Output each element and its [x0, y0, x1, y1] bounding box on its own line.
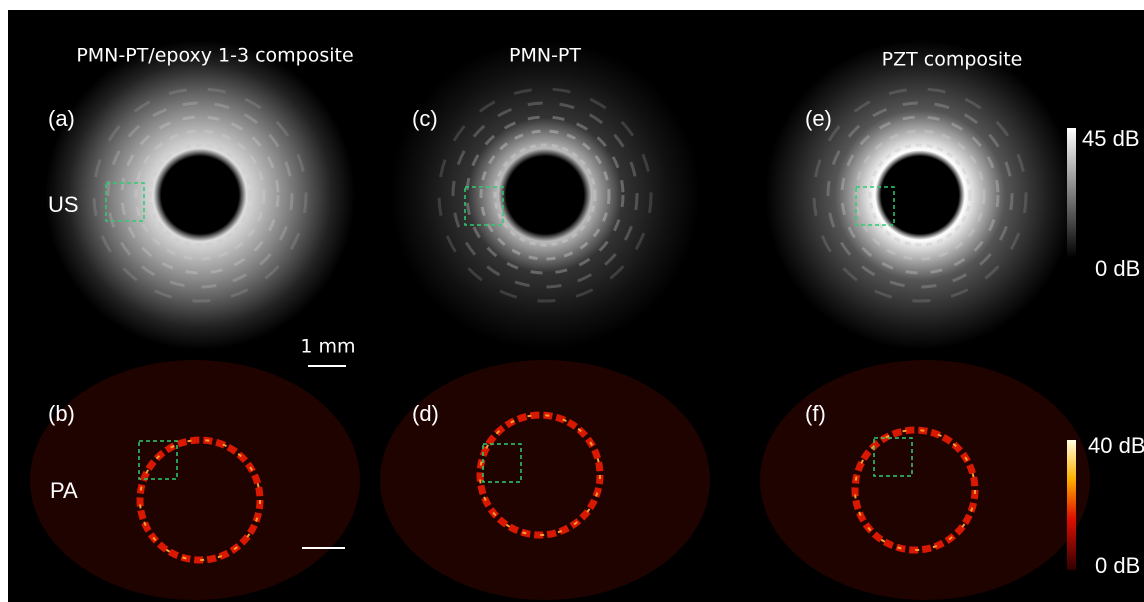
colorbar-min: 0 dB — [1095, 256, 1140, 281]
panel-label: (d) — [412, 401, 439, 426]
column-title: PMN-PT/epoxy 1-3 composite — [76, 45, 353, 67]
panel-label: (e) — [805, 106, 832, 131]
column-title: PZT composite — [882, 49, 1023, 71]
lumen — [507, 157, 583, 233]
scale-bar-label: 1 mm — [300, 336, 355, 358]
colorbar-max: 45 dB — [1082, 126, 1140, 151]
pa-image — [30, 360, 360, 600]
colorbar — [1067, 128, 1076, 258]
panel-label: (c) — [412, 106, 438, 131]
figure: PMN-PT/epoxy 1-3 composite PMN-PT PZT co… — [0, 0, 1144, 602]
pa-image — [380, 360, 710, 600]
row-label: PA — [50, 478, 78, 503]
panel-label: (f) — [805, 401, 826, 426]
row-label: US — [48, 192, 79, 217]
colorbar-min: 0 dB — [1095, 553, 1140, 578]
panel-label: (b) — [48, 401, 75, 426]
colorbar-max: 40 dB — [1088, 433, 1144, 458]
lumen — [162, 157, 238, 233]
panel-label: (a) — [48, 106, 75, 131]
colorbar — [1067, 440, 1076, 570]
column-title: PMN-PT — [509, 45, 581, 67]
pa-image — [760, 360, 1090, 600]
images — [30, 40, 1090, 600]
